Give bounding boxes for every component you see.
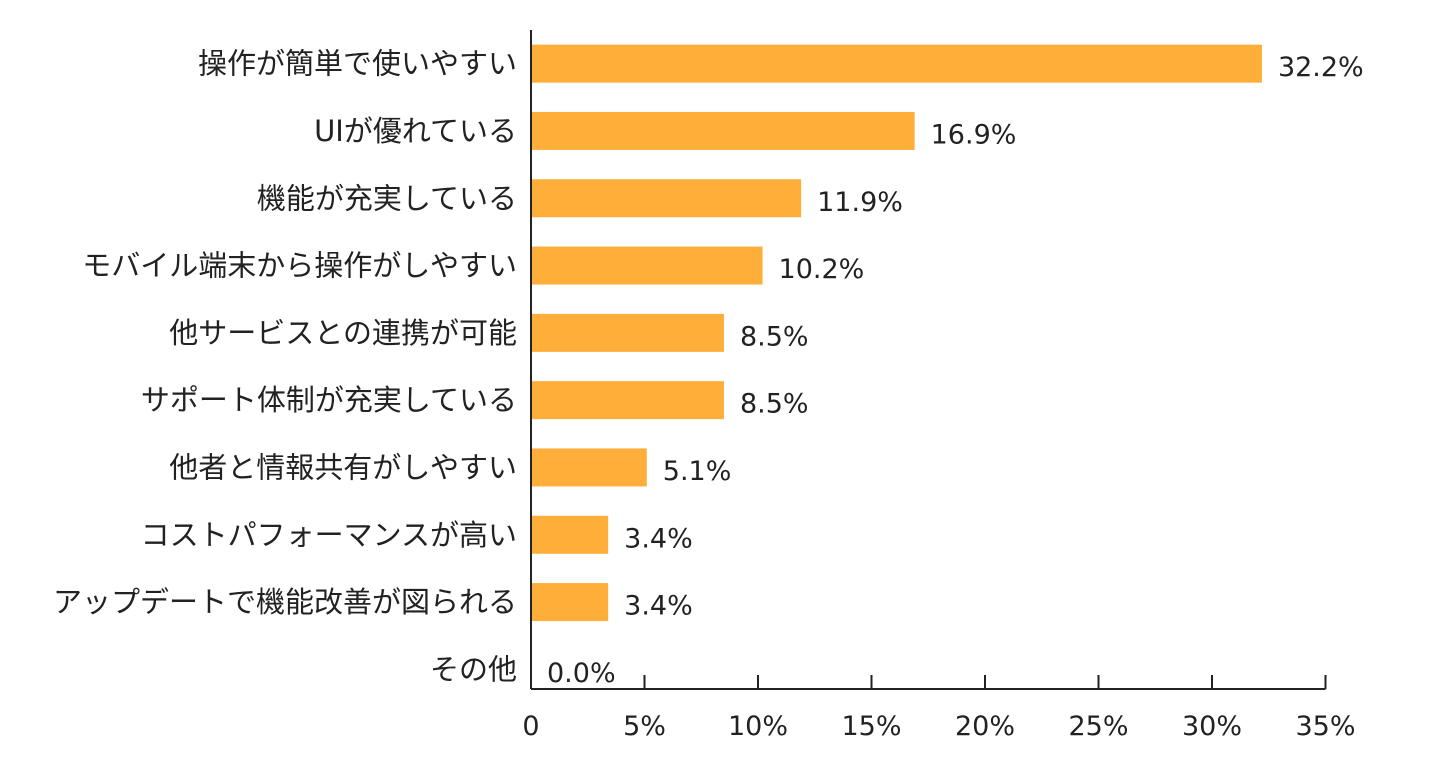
category-labels-group: 操作が簡単で使いやすい UIが優れている機能が充実しているモバイル端末から操作がし…: [53, 47, 517, 687]
category-label-9: アップデートで機能改善が図られる: [53, 585, 517, 619]
x-tick-label-3: 15%: [841, 711, 901, 742]
bar-5: [531, 313, 724, 352]
x-tick-label-7: 35%: [1295, 711, 1355, 742]
x-ticks-group: 0 5% 10% 15% 20% 25% 30% 35%: [522, 675, 1356, 742]
category-label-10: その他: [430, 652, 517, 686]
category-label-1: 操作が簡単で使いやすい: [198, 47, 517, 81]
value-label-5: 8.5%: [740, 321, 809, 352]
bars-group: [531, 44, 1262, 622]
x-tick-label-0: 0: [522, 711, 539, 742]
category-label-3: 機能が充実している: [257, 181, 517, 215]
bar-7: [531, 448, 647, 487]
bar-9: [531, 583, 609, 622]
x-tick-label-5: 25%: [1068, 711, 1128, 742]
value-label-3: 11.9%: [817, 187, 903, 218]
value-label-1: 32.2%: [1278, 52, 1364, 83]
bar-4: [531, 246, 763, 285]
value-label-7: 5.1%: [663, 456, 732, 487]
bar-3: [531, 179, 802, 218]
category-label-8: コストパフォーマンスが高い: [141, 518, 517, 552]
x-tick-label-6: 30%: [1182, 711, 1242, 742]
x-tick-label-2: 10%: [728, 711, 788, 742]
value-labels-group: 32.2% 16.9% 11.9% 10.2% 8.5% 8.5% 5.1% 3.4% 3.4%…: [547, 52, 1364, 689]
value-label-10: 0.0%: [547, 658, 616, 689]
category-label-5: 他サービスとの連携が可能: [169, 316, 517, 350]
bar-6: [531, 381, 724, 420]
value-label-6: 8.5%: [740, 389, 809, 420]
bar-1: [531, 44, 1262, 83]
x-tick-label-4: 20%: [955, 711, 1015, 742]
category-label-7: 他者と情報共有がしやすい: [169, 450, 517, 484]
x-tick-label-1: 5%: [623, 711, 666, 742]
value-label-4: 10.2%: [779, 254, 865, 285]
category-label-4: モバイル端末から操作がしやすい: [82, 249, 517, 283]
value-label-8: 3.4%: [624, 523, 693, 554]
bar-8: [531, 515, 609, 554]
bar-2: [531, 111, 915, 150]
category-label-2: UIが優れている: [314, 114, 517, 148]
value-label-2: 16.9%: [931, 119, 1017, 150]
category-label-6: サポート体制が充実している: [141, 383, 517, 417]
axes-group: [530, 30, 1326, 690]
value-label-9: 3.4%: [624, 591, 693, 622]
